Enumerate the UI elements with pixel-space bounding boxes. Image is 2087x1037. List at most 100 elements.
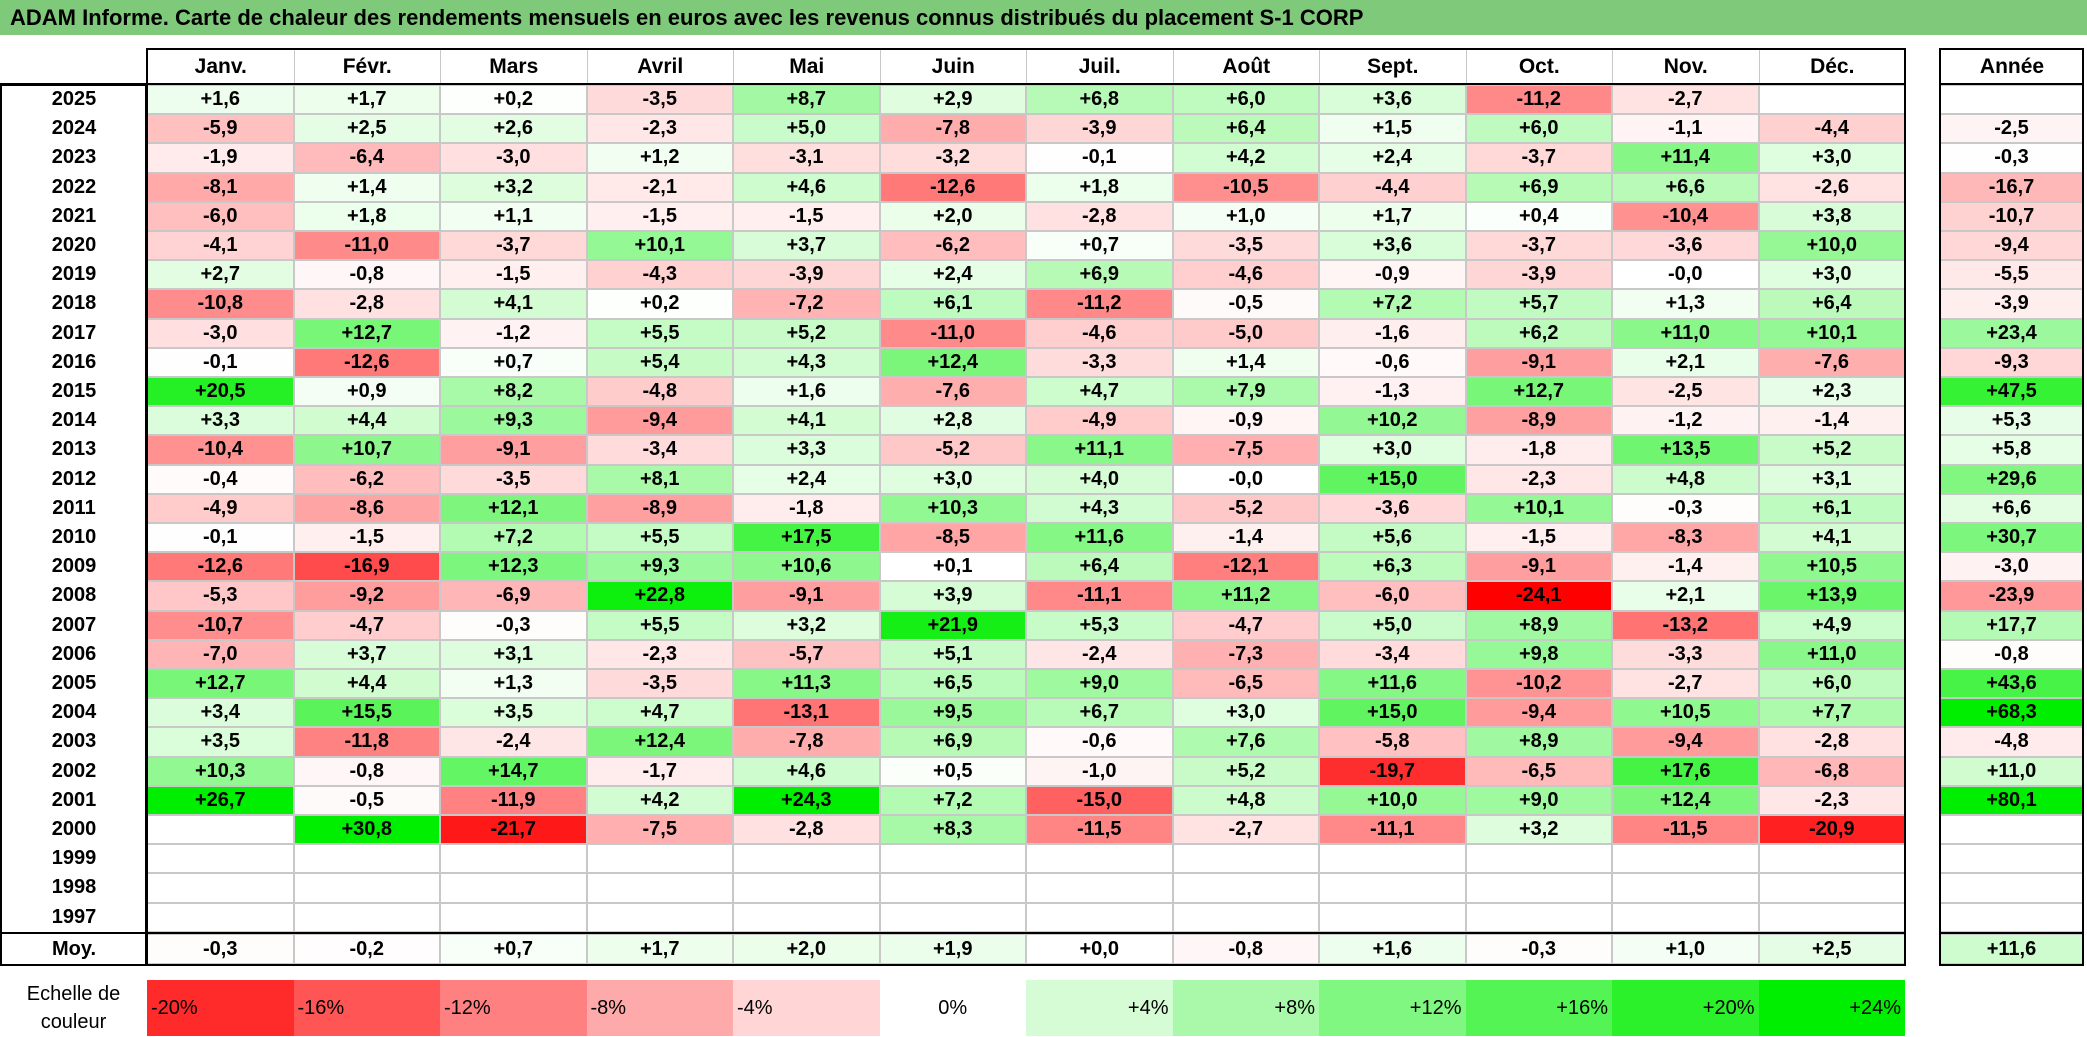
heatmap-cell: -4,4 [1758, 114, 1905, 144]
heatmap-cell [1172, 902, 1319, 932]
heatmap-cell: -1,8 [733, 493, 880, 523]
heatmap-cell: -2,4 [440, 727, 587, 757]
heatmap-cell: -1,1 [1612, 114, 1759, 144]
heatmap-cell [879, 873, 1026, 903]
year-label: 2010 [51, 526, 97, 549]
average-cell: -0,3 [147, 934, 294, 964]
heatmap-cell: +13,9 [1758, 581, 1905, 611]
heatmap-cell [1319, 844, 1466, 874]
heatmap-cell: +10,1 [1465, 493, 1612, 523]
average-cell: +0,7 [440, 934, 587, 964]
heatmap-cell: -6,0 [147, 201, 294, 231]
heatmap-cell: +1,3 [440, 669, 587, 699]
heatmap-cell: +2,7 [147, 260, 294, 290]
heatmap-cell: +3,7 [293, 639, 440, 669]
year-label: 2003 [51, 730, 97, 753]
header-separator-annual [1940, 83, 2083, 85]
heatmap-cell: +3,7 [733, 231, 880, 261]
heatmap-cell: -9,2 [293, 581, 440, 611]
heatmap-cell: +3,4 [147, 698, 294, 728]
heatmap-cell: -11,2 [1026, 289, 1173, 319]
heatmap-cell: -1,3 [1319, 377, 1466, 407]
heatmap-cell: +5,0 [733, 114, 880, 144]
heatmap-cell: +6,4 [1758, 289, 1905, 319]
heatmap-cell: -9,1 [440, 435, 587, 465]
heatmap-cell: +6,4 [1172, 114, 1319, 144]
heatmap-cell: +11,2 [1172, 581, 1319, 611]
heatmap-cell: +15,0 [1319, 464, 1466, 494]
color-scale-stop: +12% [1319, 980, 1466, 1036]
annual-cell: +80,1 [1940, 785, 2083, 815]
heatmap-cell: +4,4 [293, 669, 440, 699]
heatmap-cell: -4,6 [1172, 260, 1319, 290]
heatmap-cell [1465, 902, 1612, 932]
heatmap-cell: -2,8 [733, 815, 880, 845]
heatmap-cell: +3,6 [1319, 85, 1466, 115]
heatmap-cell: +6,3 [1319, 552, 1466, 582]
year-label: 2021 [51, 204, 97, 227]
annual-cell [1940, 85, 2083, 115]
heatmap-cell: -0,0 [1172, 464, 1319, 494]
annual-cell: -0,8 [1940, 639, 2083, 669]
heatmap-cell: +3,2 [1465, 815, 1612, 845]
month-header: Nov. [1612, 50, 1759, 84]
heatmap-cell: +1,5 [1319, 114, 1466, 144]
heatmap-cell: +8,7 [733, 85, 880, 115]
year-label: 2006 [51, 642, 97, 665]
heatmap-cell: -2,6 [1758, 172, 1905, 202]
heatmap-cell: -11,5 [1026, 815, 1173, 845]
heatmap-cell: +3,5 [147, 727, 294, 757]
heatmap-cell [1758, 85, 1905, 115]
heatmap-cell: +2,0 [879, 201, 1026, 231]
year-label: 2009 [51, 555, 97, 578]
heatmap-cell: -3,5 [586, 669, 733, 699]
heatmap-cell: -3,4 [586, 435, 733, 465]
heatmap-cell: +11,3 [733, 669, 880, 699]
heatmap-cell: +4,9 [1758, 610, 1905, 640]
month-header: Sept. [1319, 50, 1466, 84]
heatmap-cell: +5,1 [879, 639, 1026, 669]
heatmap-cell: -7,3 [1172, 639, 1319, 669]
heatmap-cell: -5,3 [147, 581, 294, 611]
heatmap-cell: -11,2 [1465, 85, 1612, 115]
annual-cell: -3,9 [1940, 289, 2083, 319]
heatmap-cell: -7,6 [879, 377, 1026, 407]
heatmap-cell: -1,6 [1319, 318, 1466, 348]
heatmap-cell [586, 873, 733, 903]
heatmap-cell: +3,3 [147, 406, 294, 436]
heatmap-cell: +3,5 [440, 698, 587, 728]
heatmap-cell: -4,9 [1026, 406, 1173, 436]
heatmap-cell: +3,3 [733, 435, 880, 465]
heatmap-cell: -7,2 [733, 289, 880, 319]
heatmap-cell: -7,8 [879, 114, 1026, 144]
heatmap-cell: +1,1 [440, 201, 587, 231]
heatmap-cell: -0,8 [293, 756, 440, 786]
heatmap-cell: -12,6 [879, 172, 1026, 202]
heatmap-cell: -10,5 [1172, 172, 1319, 202]
average-cell: +1,6 [1319, 934, 1466, 964]
heatmap-cell: -9,4 [1612, 727, 1759, 757]
heatmap-cell [1758, 844, 1905, 874]
heatmap-cell: -11,1 [1026, 581, 1173, 611]
heatmap-cell: +6,7 [1026, 698, 1173, 728]
heatmap-cell: +4,6 [733, 756, 880, 786]
heatmap-cell: +1,4 [293, 172, 440, 202]
heatmap-cell: +4,1 [440, 289, 587, 319]
heatmap-cell: -6,0 [1319, 581, 1466, 611]
heatmap-cell: +4,8 [1172, 785, 1319, 815]
annual-cell: -0,3 [1940, 143, 2083, 173]
heatmap-cell: +2,4 [879, 260, 1026, 290]
heatmap-cell: +6,0 [1172, 85, 1319, 115]
heatmap-cell: +21,9 [879, 610, 1026, 640]
heatmap-cell: +5,6 [1319, 523, 1466, 553]
color-scale-stop: -20% [147, 980, 294, 1036]
annual-cell: -9,4 [1940, 231, 2083, 261]
heatmap-cell: +10,3 [879, 493, 1026, 523]
heatmap-cell: +11,6 [1319, 669, 1466, 699]
heatmap-cell: +2,4 [733, 464, 880, 494]
heatmap-cell: -13,2 [1612, 610, 1759, 640]
annual-cell: -3,0 [1940, 552, 2083, 582]
annual-cell: -9,3 [1940, 347, 2083, 377]
heatmap-cell: +22,8 [586, 581, 733, 611]
heatmap-cell: -0,5 [293, 785, 440, 815]
